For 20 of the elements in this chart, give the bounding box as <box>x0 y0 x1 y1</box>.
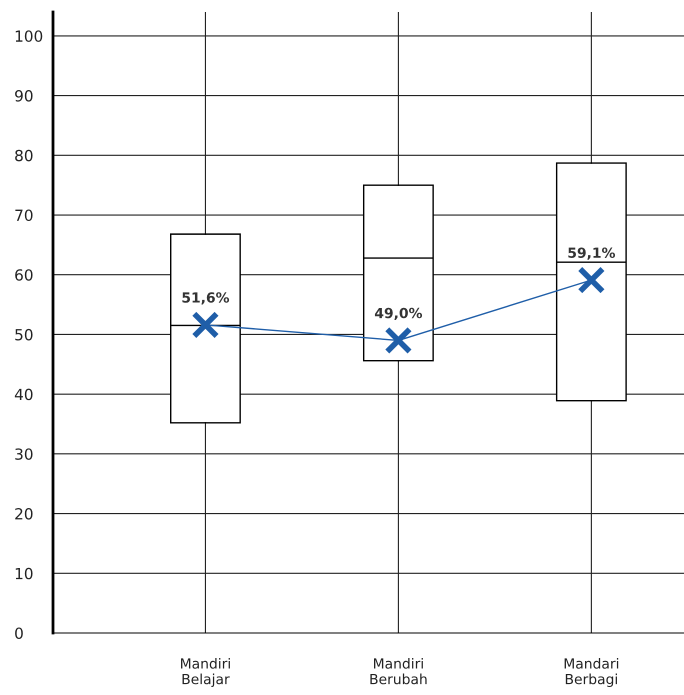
y-tick-label: 90 <box>15 90 33 102</box>
y-tick-label: 10 <box>16 568 33 580</box>
x-tick-label: Mandiri Belajar <box>181 658 230 687</box>
y-tick-label: 30 <box>15 448 33 460</box>
point <box>577 266 606 294</box>
y-tick-label: 0 <box>15 627 23 640</box>
data-label: 49,0% <box>374 308 422 320</box>
y-tick-label: 20 <box>15 508 33 520</box>
y-tick-label: 80 <box>15 150 33 162</box>
y-tick-label: 60 <box>15 269 33 281</box>
data-label: 51,6% <box>182 292 230 305</box>
point <box>384 326 412 354</box>
y-tick-label: 50 <box>15 328 33 340</box>
y-tick-label: 100 <box>16 30 42 42</box>
point <box>192 311 220 339</box>
x-tick-label: Mandari Berbagi <box>564 658 618 687</box>
y-tick-label: 70 <box>15 209 33 222</box>
y-tick-label: 40 <box>14 388 33 400</box>
data-label: 59,1% <box>568 247 616 260</box>
x-tick-label: Mandiri Berubah <box>370 658 427 684</box>
